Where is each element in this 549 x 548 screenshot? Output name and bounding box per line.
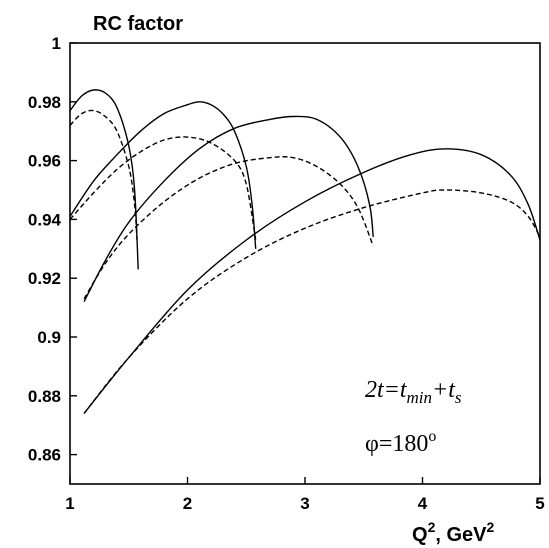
x-tick-label: 1 bbox=[65, 494, 74, 513]
axis-ticks bbox=[69, 42, 541, 484]
x-axis-label-sup2: 2 bbox=[487, 519, 495, 535]
dashed-series-line-8 bbox=[83, 189, 541, 414]
chart-title: RC factor bbox=[93, 13, 183, 35]
y-tick-label: 0.9 bbox=[37, 328, 61, 347]
x-tick-label: 2 bbox=[183, 494, 192, 513]
x-axis-label-sup: 2 bbox=[428, 519, 436, 535]
solid-series-line-1 bbox=[69, 89, 139, 270]
solid-series-line-7 bbox=[83, 148, 541, 414]
solid-series-line-3 bbox=[69, 101, 257, 249]
y-tick-label: 0.94 bbox=[28, 210, 62, 229]
dashed-series-line-2 bbox=[69, 109, 138, 241]
y-tick-label: 0.92 bbox=[28, 269, 61, 288]
series-lines bbox=[69, 89, 541, 414]
y-tick-label: 0.96 bbox=[28, 152, 61, 171]
annotation-phi: φ=180o bbox=[365, 428, 436, 457]
x-tick-labels: 1 2 3 4 5 bbox=[65, 494, 544, 513]
plot-frame bbox=[69, 42, 541, 485]
x-tick-label: 3 bbox=[300, 494, 309, 513]
solid-series-line-5 bbox=[83, 115, 374, 303]
x-tick-label: 4 bbox=[418, 494, 428, 513]
x-axis-label: Q2, GeV2 bbox=[412, 519, 495, 546]
y-tick-labels: 0.86 0.88 0.9 0.92 0.94 0.96 0.98 1 bbox=[28, 34, 62, 465]
y-tick-label: 0.88 bbox=[28, 387, 61, 406]
y-tick-label: 0.86 bbox=[28, 446, 61, 465]
y-tick-label: 1 bbox=[52, 34, 61, 53]
y-tick-label: 0.98 bbox=[28, 93, 61, 112]
dashed-series-line-4 bbox=[69, 136, 257, 241]
x-tick-label: 5 bbox=[535, 494, 544, 513]
annotation-t-condition: 2t=tmin+ts bbox=[365, 377, 462, 407]
dashed-series-line-6 bbox=[83, 156, 374, 300]
